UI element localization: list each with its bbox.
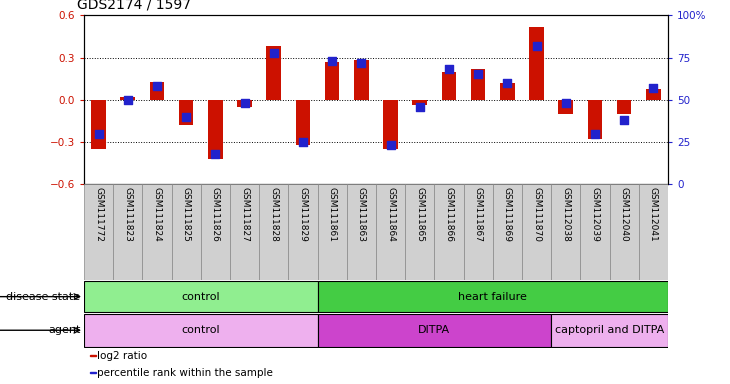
Bar <box>347 184 376 280</box>
Bar <box>376 184 405 280</box>
Bar <box>172 184 201 280</box>
Point <box>648 85 659 91</box>
Bar <box>91 100 106 149</box>
Bar <box>90 355 96 356</box>
Bar <box>296 100 310 145</box>
Bar <box>551 314 668 347</box>
Text: GSM111861: GSM111861 <box>328 187 337 242</box>
Point <box>122 97 134 103</box>
Bar <box>383 100 398 149</box>
Point <box>326 58 338 64</box>
Bar <box>142 184 172 280</box>
Text: GSM111828: GSM111828 <box>269 187 278 242</box>
Text: disease state: disease state <box>6 291 80 302</box>
Bar <box>230 184 259 280</box>
Text: DITPA: DITPA <box>418 325 450 335</box>
Point <box>268 50 280 56</box>
Text: GSM111866: GSM111866 <box>445 187 453 242</box>
Point <box>472 71 484 78</box>
Bar <box>412 100 427 106</box>
Bar <box>434 184 464 280</box>
Bar <box>610 184 639 280</box>
Text: GSM111863: GSM111863 <box>357 187 366 242</box>
Text: GSM111869: GSM111869 <box>503 187 512 242</box>
Text: GSM111827: GSM111827 <box>240 187 249 242</box>
Bar <box>551 184 580 280</box>
Bar <box>500 83 515 100</box>
Point <box>560 100 572 106</box>
Bar <box>558 100 573 114</box>
Bar <box>208 100 223 159</box>
Bar <box>259 184 288 280</box>
Bar <box>150 81 164 100</box>
Text: GSM111825: GSM111825 <box>182 187 191 242</box>
Bar <box>266 46 281 100</box>
Bar <box>288 184 318 280</box>
Point <box>502 80 513 86</box>
Bar <box>318 314 551 347</box>
Bar <box>529 26 544 100</box>
Point <box>356 60 367 66</box>
Bar <box>442 72 456 100</box>
Text: GSM111867: GSM111867 <box>474 187 483 242</box>
Text: GSM111826: GSM111826 <box>211 187 220 242</box>
Point <box>239 100 250 106</box>
Point <box>618 117 630 123</box>
Bar <box>179 100 193 125</box>
Bar <box>580 184 610 280</box>
Text: GSM111824: GSM111824 <box>153 187 161 242</box>
Point <box>531 43 542 49</box>
Point <box>385 142 396 149</box>
Bar <box>405 184 434 280</box>
Point <box>210 151 221 157</box>
Text: heart failure: heart failure <box>458 291 527 302</box>
Bar <box>84 184 113 280</box>
Text: GSM112040: GSM112040 <box>620 187 629 242</box>
Text: agent: agent <box>48 325 80 335</box>
Text: GSM111772: GSM111772 <box>94 187 103 242</box>
Text: GSM111829: GSM111829 <box>299 187 307 242</box>
Text: GSM112038: GSM112038 <box>561 187 570 242</box>
Bar <box>617 100 631 114</box>
Text: GSM112039: GSM112039 <box>591 187 599 242</box>
Text: log2 ratio: log2 ratio <box>97 351 147 361</box>
Text: percentile rank within the sample: percentile rank within the sample <box>97 367 273 377</box>
Text: GSM111823: GSM111823 <box>123 187 132 242</box>
Point <box>93 131 104 137</box>
Bar <box>201 184 230 280</box>
Bar <box>325 62 339 100</box>
Bar <box>120 97 135 100</box>
Bar <box>493 184 522 280</box>
Text: control: control <box>182 291 220 302</box>
Bar <box>237 100 252 107</box>
Bar <box>588 100 602 139</box>
Point <box>180 114 192 120</box>
Text: control: control <box>182 325 220 335</box>
Bar <box>471 69 485 100</box>
Point <box>414 104 426 110</box>
Text: GSM112041: GSM112041 <box>649 187 658 242</box>
Bar <box>354 60 369 100</box>
Text: captopril and DITPA: captopril and DITPA <box>555 325 664 335</box>
Bar <box>84 281 318 312</box>
Text: GDS2174 / 1597: GDS2174 / 1597 <box>77 0 191 12</box>
Text: GSM111870: GSM111870 <box>532 187 541 242</box>
Text: GSM111864: GSM111864 <box>386 187 395 242</box>
Point <box>297 139 309 145</box>
Bar <box>646 89 661 100</box>
Bar <box>639 184 668 280</box>
Bar <box>90 372 96 373</box>
Bar <box>318 184 347 280</box>
Bar <box>318 281 668 312</box>
Point <box>589 131 601 137</box>
Text: GSM111865: GSM111865 <box>415 187 424 242</box>
Point <box>151 83 163 89</box>
Bar <box>522 184 551 280</box>
Bar <box>113 184 142 280</box>
Point <box>443 66 455 73</box>
Bar <box>84 314 318 347</box>
Bar <box>464 184 493 280</box>
